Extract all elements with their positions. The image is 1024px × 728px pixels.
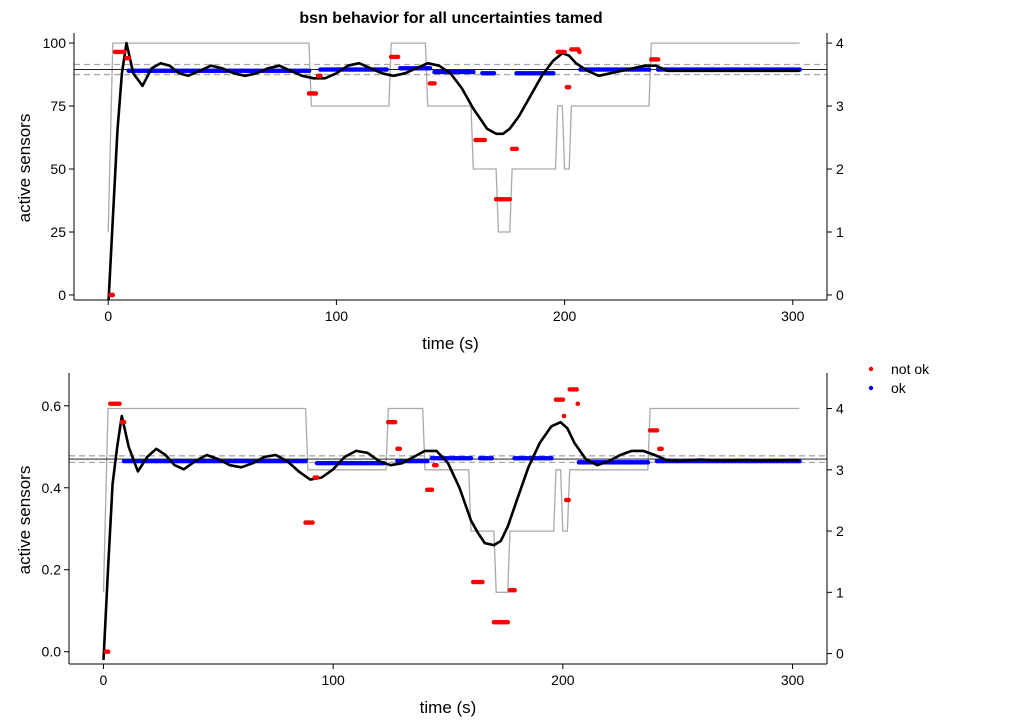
point-not-ok	[110, 292, 116, 298]
point-ok	[550, 71, 556, 76]
x-tick-label: 300	[781, 308, 805, 324]
point-ok	[306, 68, 312, 74]
point-not-ok	[512, 587, 517, 593]
point-not-ok	[121, 419, 127, 425]
y-right-tick-label: 1	[836, 224, 844, 240]
plot-area	[74, 41, 827, 300]
point-not-ok	[577, 49, 582, 55]
panel-bottom: 0 100 200 300 0.0 0.2 0.4 0.6 0 1 2 3 4 time (s) activ…	[15, 373, 844, 717]
point-not-ok	[432, 81, 437, 86]
point-ok	[384, 67, 389, 72]
point-not-ok	[574, 387, 579, 392]
y-tick-label: 0.2	[42, 562, 62, 578]
y-right-tick-label: 4	[836, 35, 844, 51]
y-tick-label: 0.6	[42, 398, 62, 414]
step-series-line	[107, 42, 800, 233]
point-not-ok	[575, 401, 581, 407]
point-ok	[646, 67, 652, 72]
x-tick-label: 100	[325, 308, 349, 324]
point-not-ok	[313, 91, 319, 96]
point-not-ok	[117, 401, 122, 407]
point-not-ok	[434, 462, 439, 468]
x-tick-label: 0	[104, 308, 112, 324]
point-ok	[491, 71, 497, 76]
y-right-tick-label: 2	[836, 523, 844, 539]
y-right-tick-label: 3	[836, 462, 844, 478]
x-tick-label: 200	[553, 308, 577, 324]
point-not-ok	[560, 397, 566, 402]
y-right-tick-label: 3	[836, 98, 844, 114]
y-right-tick-label: 2	[836, 161, 844, 177]
point-not-ok	[655, 57, 661, 62]
point-ok	[489, 455, 494, 461]
point-not-ok	[392, 419, 398, 425]
point-not-ok	[566, 497, 571, 503]
point-not-ok	[429, 487, 435, 493]
legend: not ok ok	[868, 361, 930, 396]
point-not-ok	[561, 413, 567, 419]
point-not-ok	[654, 428, 660, 433]
smooth-series-line	[107, 41, 800, 300]
point-ok	[645, 460, 651, 465]
y-right-tick-label: 4	[836, 401, 844, 417]
y-axis-label: active sensors	[15, 466, 34, 575]
point-not-ok	[121, 49, 127, 55]
point-not-ok	[318, 73, 323, 79]
point-not-ok	[126, 55, 132, 61]
legend-marker-not-ok	[868, 366, 874, 372]
point-ok	[303, 458, 308, 464]
y-tick-label: 0.4	[42, 480, 62, 496]
point-not-ok	[105, 649, 111, 655]
point-not-ok	[514, 146, 519, 152]
point-not-ok	[659, 446, 664, 452]
y-tick-label: 0	[58, 287, 66, 303]
point-not-ok	[505, 619, 511, 625]
point-ok	[427, 65, 433, 71]
legend-label-ok: ok	[891, 380, 907, 396]
point-ok	[549, 455, 554, 461]
point-not-ok	[310, 520, 315, 525]
legend-label-not-ok: not ok	[891, 361, 930, 377]
point-not-ok	[480, 579, 485, 585]
y-axis-label: active sensors	[15, 114, 34, 223]
plot-area	[69, 387, 827, 660]
point-ok	[471, 69, 476, 75]
point-not-ok	[397, 446, 403, 452]
point-not-ok	[482, 137, 488, 143]
y-tick-label: 100	[43, 35, 67, 51]
y-right-tick-label: 0	[836, 646, 844, 662]
x-tick-label: 100	[321, 672, 345, 688]
y-tick-label: 75	[50, 98, 66, 114]
y-right-tick-label: 1	[836, 584, 844, 600]
panel-top: 0 100 200 300 0 25 50 75 100 0 1 2 3 4 time (s) active …	[15, 33, 844, 353]
point-not-ok	[314, 475, 320, 480]
legend-marker-ok	[868, 385, 874, 391]
point-ok	[468, 455, 474, 461]
x-tick-label: 200	[551, 672, 575, 688]
step-series-line	[102, 407, 800, 593]
point-not-ok	[507, 196, 513, 202]
x-tick-label: 300	[781, 672, 805, 688]
point-not-ok	[395, 54, 401, 60]
point-not-ok	[566, 84, 572, 90]
point-ok	[425, 458, 430, 464]
y-tick-label: 25	[50, 224, 66, 240]
y-tick-label: 50	[50, 161, 66, 177]
smooth-series-line	[102, 414, 800, 660]
y-tick-label: 0.0	[42, 644, 62, 660]
x-axis-label: time (s)	[422, 334, 479, 353]
x-axis-label: time (s)	[420, 698, 477, 717]
point-not-ok	[562, 49, 567, 55]
x-tick-label: 0	[100, 672, 108, 688]
figure-title: bsn behavior for all uncertainties tamed	[299, 10, 602, 27]
y-right-tick-label: 0	[836, 287, 844, 303]
